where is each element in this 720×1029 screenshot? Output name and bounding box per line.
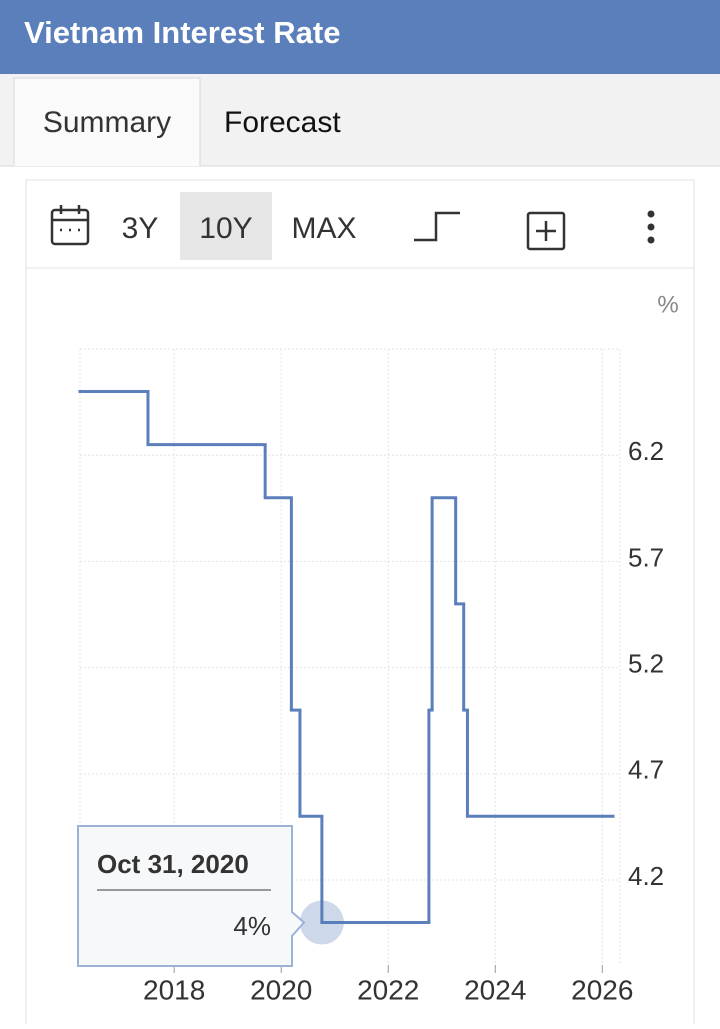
hover-marker [299, 900, 344, 945]
header-bar [0, 0, 720, 74]
y-tick-label: 4.2 [628, 861, 664, 891]
range-button[interactable]: 3Y [122, 212, 159, 245]
range-button[interactable]: 10Y [199, 212, 252, 245]
y-tick-label: 6.2 [628, 436, 664, 466]
calendar-icon[interactable] [50, 205, 90, 246]
x-tick-label: 2022 [357, 974, 419, 1005]
tooltip-date: Oct 31, 2020 [97, 849, 249, 879]
x-tick-label: 2018 [143, 974, 205, 1005]
y-tick-label: 5.2 [628, 648, 664, 678]
x-tick-label: 2026 [571, 974, 633, 1005]
tab-selected[interactable] [13, 77, 201, 166]
x-tick-label: 2024 [464, 974, 526, 1005]
tooltip-box [77, 825, 306, 967]
x-tick-label: 2020 [250, 974, 312, 1005]
tab[interactable]: Summary [43, 106, 171, 139]
y-tick-label: 5.7 [628, 542, 664, 572]
add-icon[interactable] [526, 211, 566, 251]
y-unit: % [657, 291, 678, 318]
range-selected[interactable] [180, 192, 272, 260]
tooltip-value: 4% [233, 911, 271, 941]
range-button[interactable]: MAX [291, 212, 356, 245]
y-tick-label: 4.7 [628, 755, 664, 785]
header-title: Vietnam Interest Rate [24, 15, 340, 50]
tab[interactable]: Forecast [224, 106, 341, 139]
menu-icon[interactable] [647, 210, 655, 244]
step-icon[interactable] [414, 211, 460, 242]
